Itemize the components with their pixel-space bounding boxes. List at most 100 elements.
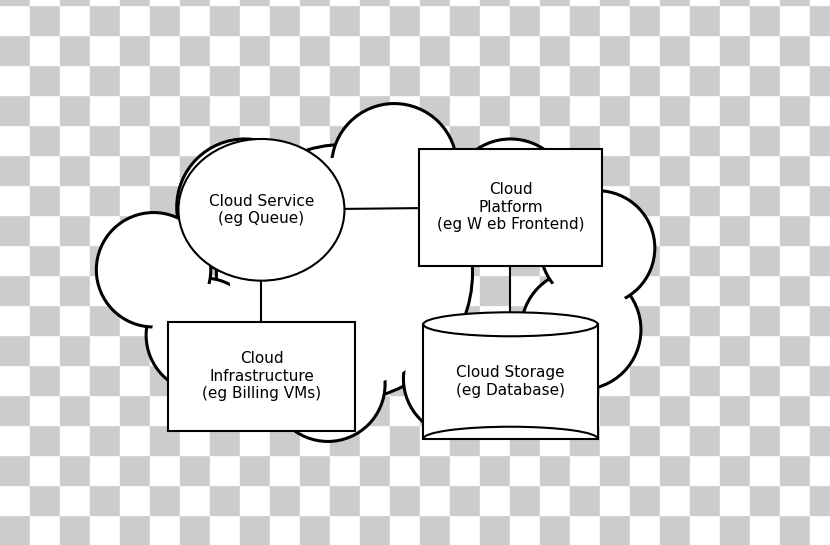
Bar: [480, 515, 510, 545]
FancyBboxPatch shape: [423, 324, 598, 439]
Bar: [690, 425, 720, 455]
Bar: [750, 95, 780, 125]
Circle shape: [546, 196, 649, 299]
Bar: [420, 335, 450, 365]
Bar: [60, 395, 90, 425]
Bar: [630, 275, 660, 305]
Bar: [420, 215, 450, 245]
Bar: [60, 155, 90, 185]
Bar: [300, 335, 330, 365]
Bar: [450, 455, 480, 485]
Bar: [240, 335, 270, 365]
Bar: [0, 215, 30, 245]
Bar: [660, 5, 690, 35]
Bar: [210, 305, 240, 335]
Bar: [420, 275, 450, 305]
Bar: [690, 485, 720, 515]
Bar: [450, 215, 480, 245]
Bar: [330, 245, 360, 275]
Bar: [690, 5, 720, 35]
Bar: [180, 65, 210, 95]
Bar: [810, 5, 830, 35]
Bar: [690, 35, 720, 65]
Bar: [510, 335, 540, 365]
Bar: [600, 245, 630, 275]
Bar: [780, 365, 810, 395]
Bar: [690, 245, 720, 275]
Bar: [690, 275, 720, 305]
Bar: [570, 425, 600, 455]
Bar: [30, 425, 60, 455]
Bar: [420, 245, 450, 275]
Bar: [60, 485, 90, 515]
Bar: [60, 245, 90, 275]
Bar: [90, 95, 120, 125]
Bar: [120, 0, 150, 5]
Bar: [390, 185, 420, 215]
Bar: [600, 305, 630, 335]
Bar: [510, 425, 540, 455]
Bar: [570, 245, 600, 275]
Bar: [210, 485, 240, 515]
Bar: [240, 515, 270, 545]
Bar: [150, 65, 180, 95]
Bar: [480, 485, 510, 515]
Bar: [420, 5, 450, 35]
Bar: [0, 0, 30, 5]
Bar: [90, 35, 120, 65]
Bar: [570, 155, 600, 185]
Bar: [630, 185, 660, 215]
Bar: [570, 485, 600, 515]
Bar: [390, 485, 420, 515]
Bar: [810, 515, 830, 545]
Bar: [480, 365, 510, 395]
Bar: [510, 365, 540, 395]
Bar: [660, 455, 690, 485]
Bar: [300, 215, 330, 245]
Bar: [150, 455, 180, 485]
Bar: [30, 305, 60, 335]
Bar: [390, 215, 420, 245]
Bar: [450, 275, 480, 305]
Bar: [120, 245, 150, 275]
Bar: [480, 245, 510, 275]
Circle shape: [527, 276, 635, 384]
Bar: [690, 0, 720, 5]
Bar: [570, 125, 600, 155]
Bar: [30, 485, 60, 515]
Bar: [780, 275, 810, 305]
Bar: [270, 275, 300, 305]
Bar: [180, 455, 210, 485]
Bar: [240, 155, 270, 185]
Bar: [600, 65, 630, 95]
Bar: [480, 0, 510, 5]
Bar: [570, 455, 600, 485]
Bar: [720, 125, 750, 155]
Bar: [540, 455, 570, 485]
Bar: [570, 215, 600, 245]
Bar: [810, 95, 830, 125]
Bar: [330, 35, 360, 65]
Bar: [90, 365, 120, 395]
Bar: [240, 365, 270, 395]
Bar: [330, 95, 360, 125]
Circle shape: [271, 327, 385, 441]
Bar: [90, 125, 120, 155]
Bar: [60, 35, 90, 65]
Bar: [30, 395, 60, 425]
Bar: [480, 395, 510, 425]
Bar: [120, 185, 150, 215]
Circle shape: [338, 110, 451, 223]
Bar: [690, 185, 720, 215]
Bar: [600, 395, 630, 425]
Bar: [180, 215, 210, 245]
Bar: [240, 0, 270, 5]
Bar: [30, 125, 60, 155]
Bar: [390, 5, 420, 35]
Bar: [300, 65, 330, 95]
Bar: [600, 0, 630, 5]
Bar: [270, 245, 300, 275]
Bar: [390, 125, 420, 155]
Bar: [420, 125, 450, 155]
Bar: [330, 365, 360, 395]
